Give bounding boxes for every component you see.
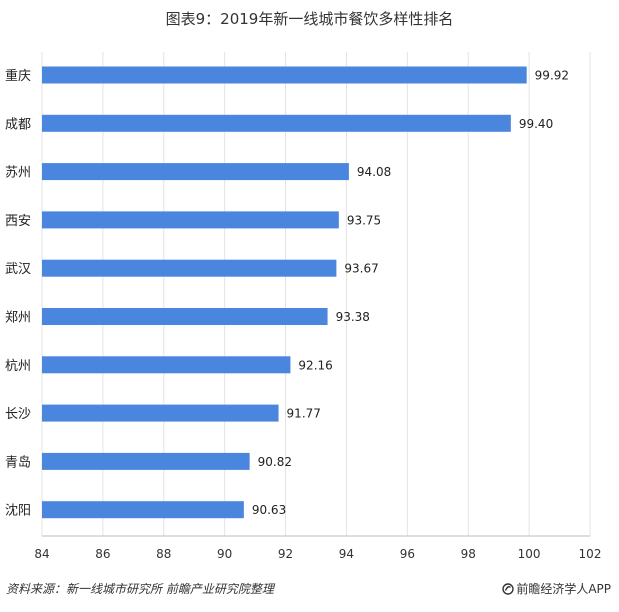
qianzhan-logo-icon [502,583,515,595]
data-label: 99.40 [519,117,553,131]
category-label: 郑州 [5,311,31,326]
category-label: 沈阳 [5,504,31,519]
x-tick-label: 86 [95,547,110,561]
x-tick-label: 88 [156,547,171,561]
x-tick-label: 98 [461,547,476,561]
data-label: 99.92 [535,69,569,83]
bar [42,452,250,470]
data-label: 93.38 [336,310,370,324]
bar [42,356,291,374]
category-label: 长沙 [5,407,31,422]
brand-name: 前瞻经济学人APP [516,582,611,596]
bar [42,163,349,181]
x-tick-label: 90 [217,547,232,561]
bar [42,501,244,519]
bar [42,308,328,325]
data-label: 93.67 [344,262,378,276]
chart-title: 图表9：2019年新一线城市餐饮多样性排名 [165,10,454,28]
x-tick-label: 94 [339,547,354,561]
bar [42,211,339,229]
category-label: 杭州 [5,359,31,374]
data-label: 90.63 [252,503,286,517]
category-label: 西安 [5,214,31,229]
category-label: 成都 [5,117,31,132]
value-labels: 99.92 99.40 94.08 93.75 93.67 93.38 92.16 91.77… [252,69,569,518]
category-label: 重庆 [5,68,31,84]
bar [42,66,527,84]
bars [42,66,527,519]
data-label: 92.16 [298,358,332,372]
x-tick-label: 102 [579,547,602,561]
data-label: 91.77 [287,407,321,421]
category-label: 青岛 [5,454,31,470]
x-axis: 84 86 88 90 92 94 96 98 100 102 [34,535,602,561]
category-label: 苏州 [5,165,31,181]
x-tick-label: 84 [34,547,49,561]
source-note: 资料来源：新一线城市研究所 前瞻产业研究院整理 [6,582,274,596]
brand-footer: 前瞻经济学人APP [502,580,611,597]
data-label: 94.08 [357,165,391,179]
x-tick-label: 96 [400,547,415,561]
bar [42,404,279,422]
data-label: 90.82 [258,455,292,469]
x-tick-label: 92 [278,547,293,561]
category-label: 武汉 [5,262,31,277]
x-tick-label: 100 [518,547,541,561]
data-label: 93.75 [347,213,381,227]
bar [42,114,511,132]
bar [42,259,337,277]
